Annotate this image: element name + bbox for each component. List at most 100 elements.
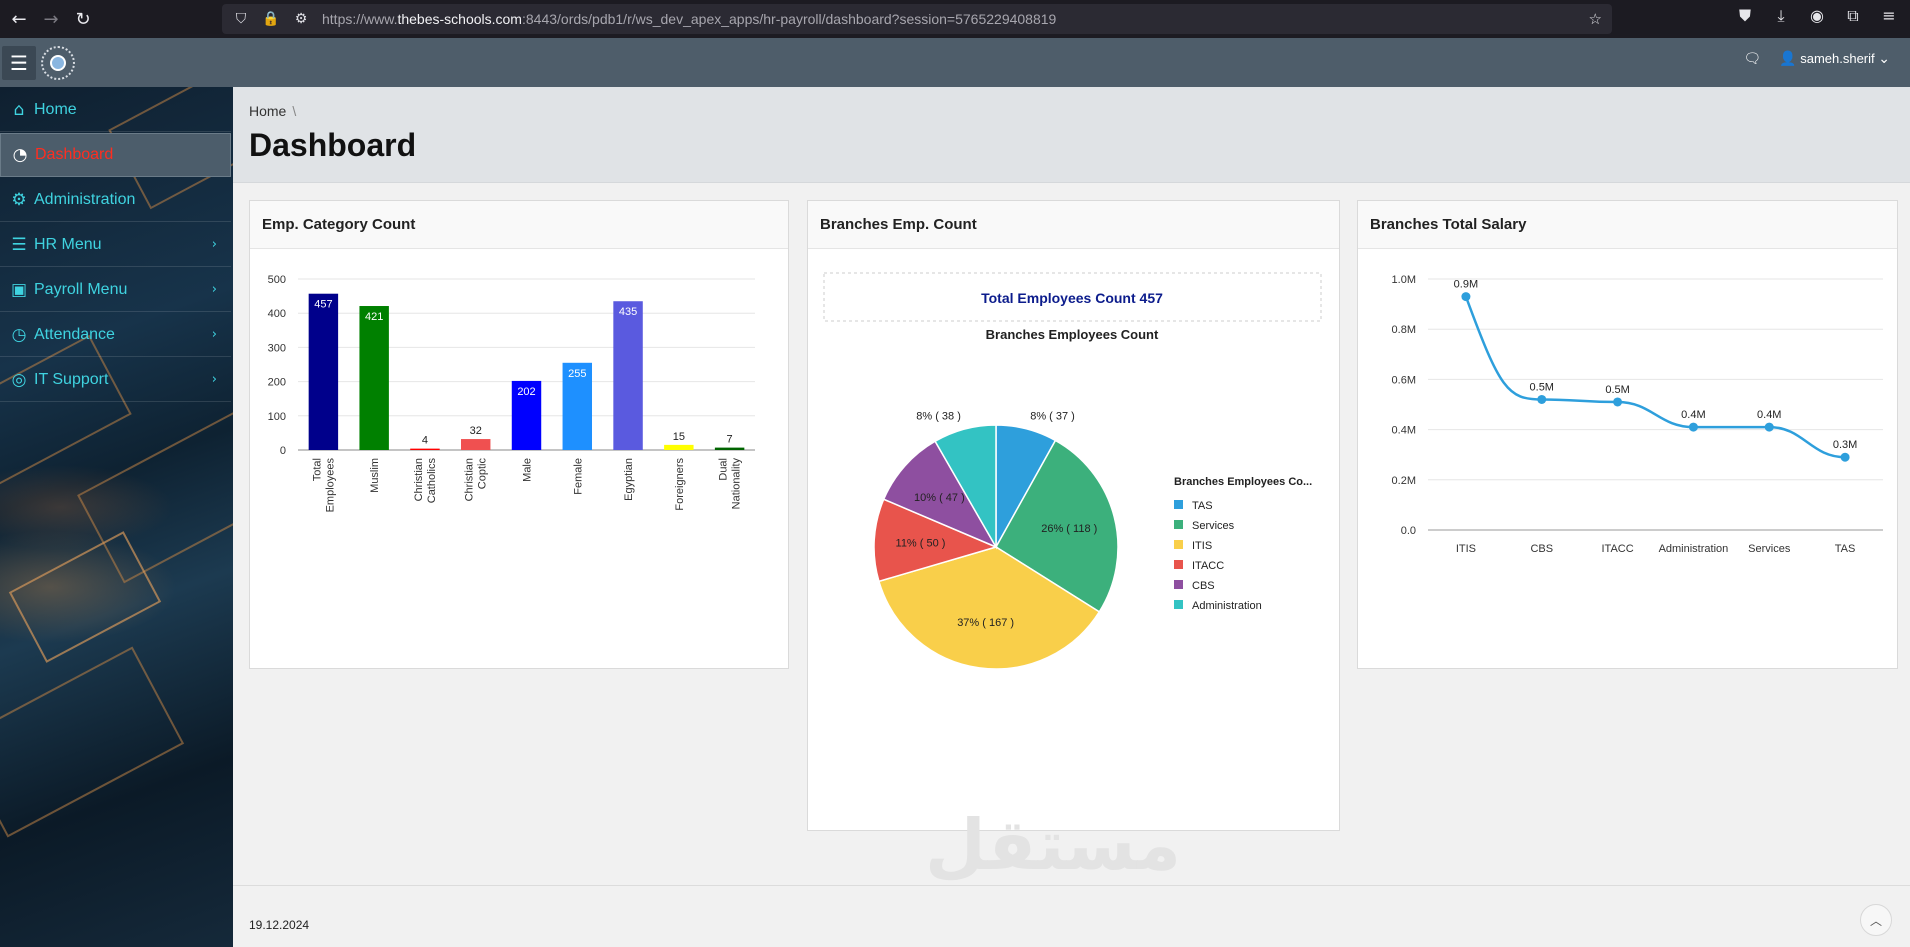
y-tick-label: 0.0 [1401,525,1416,537]
data-label: 457 [314,299,332,311]
back-icon[interactable]: ← [11,8,27,30]
sidebar-item-hr-menu[interactable]: ☰ HR Menu › [0,223,231,267]
pocket-icon[interactable]: ⛊ [1738,6,1751,25]
bar [714,447,745,450]
pie-data-label: 11% ( 50 ) [896,538,946,550]
x-tick-label: ITIS [1456,543,1476,555]
user-menu[interactable]: 👤 sameh.sherif ⌄ [1779,51,1890,67]
legend-swatch [1174,540,1183,549]
y-tick-label: 0 [280,445,286,457]
sidebar-item-payroll-menu[interactable]: ▣ Payroll Menu › [0,268,231,312]
scroll-to-top-button[interactable]: ︿ [1860,904,1892,936]
data-label: 0.9M [1454,279,1478,291]
sidebar-item-administration[interactable]: ⚙ Administration [0,178,231,222]
data-label: 255 [568,368,586,380]
pie-slice [994,439,1119,613]
bar [664,444,694,450]
pie-data-label: 8% ( 37 ) [1030,410,1075,422]
bar [613,301,643,450]
data-label: 435 [619,306,637,318]
footer: 19.12.2024 ︿ [233,885,1910,947]
line-point [1764,422,1774,432]
line-point [1613,397,1623,407]
chevron-right-icon: › [211,237,217,252]
y-tick-label: 0.2M [1392,475,1416,487]
y-tick-label: 400 [268,308,286,320]
download-icon[interactable]: ⤓ [1777,6,1785,25]
x-tick-label: Administration [1659,543,1729,555]
legend-label: TAS [1192,500,1213,512]
salary-card: Branches Total Salary 0.0 0.2M 0.4M 0.6M 0.8… [1357,200,1898,669]
legend-label: ITACC [1192,560,1224,572]
bar [511,380,542,450]
total-banner-box [823,272,1322,322]
reload-icon[interactable]: ↻ [75,8,91,30]
bar [460,439,491,450]
shield-icon: ⛉ [235,11,247,27]
y-tick-label: 1.0M [1392,274,1416,286]
pie-data-label: 10% ( 47 ) [914,492,965,504]
line-point [1537,394,1547,404]
user-icon: 👤 [1779,51,1797,67]
x-tick-label: Muslim [369,458,381,493]
sidebar-item-attendance[interactable]: ◷ Attendance › [0,313,231,357]
chevron-right-icon: › [211,372,217,387]
chevron-down-icon: ⌄ [1878,51,1890,67]
sidebar-item-home[interactable]: ⌂ Home [0,88,231,132]
card-title: Emp. Category Count [250,201,788,249]
pie-slice [882,440,998,549]
y-tick-label: 0.4M [1392,425,1416,437]
url-text[interactable]: https://www.thebes-schools.com:8443/ords… [322,11,1057,27]
legend-title: Branches Employees Co... [1174,476,1312,488]
address-bar[interactable]: ⛉ 🔒 ⚙ https://www.thebes-schools.com:844… [222,4,1612,34]
chevron-right-icon: › [211,327,217,342]
bookmark-star-icon[interactable]: ☆ [1588,10,1602,28]
sidebar-item-dashboard[interactable]: ◔ Dashboard [0,133,231,177]
forward-icon[interactable]: → [43,8,59,30]
app-logo[interactable] [41,45,75,80]
legend-label: Administration [1192,600,1262,612]
breadcrumb: Home \ [249,103,297,119]
legend-swatch [1174,500,1183,509]
card-title: Branches Total Salary [1358,201,1897,249]
gauge-icon: ◔ [12,145,28,165]
legend-swatch [1174,600,1183,609]
sidebar: ⌂ Home ◔ Dashboard ⚙ Administration ☰ HR… [0,87,233,947]
extensions-icon[interactable]: ⧉ [1847,6,1859,25]
bar [562,362,593,450]
y-tick-label: 500 [268,274,286,286]
chat-icon[interactable]: 🗨 [1743,51,1762,67]
breadcrumb-home[interactable]: Home [249,103,287,119]
x-tick-label: TotalEmployees [311,458,336,513]
sidebar-item-it-support[interactable]: ◎ IT Support › [0,358,231,402]
y-tick-label: 200 [268,377,286,389]
pie-slice [934,424,997,550]
menu-toggle-icon[interactable]: ☰ [2,45,36,80]
data-label: 4 [422,435,428,447]
pie-slice [873,498,999,583]
user-gear-icon: ⚙ [11,189,27,210]
list-icon: ☰ [11,234,27,255]
data-label: 32 [470,425,482,437]
y-tick-label: 300 [268,342,286,354]
data-label: 202 [517,386,535,398]
data-label: 7 [727,434,733,446]
line-point [1688,422,1698,432]
branches-pie-chart: Total Employees Count 457 Branches Employ… [823,272,1322,670]
app-header: ☰ 🗨 👤 sameh.sherif ⌄ [0,38,1910,87]
category-count-card: Emp. Category Count 0 100 200 300 400 500 457 T… [249,200,789,669]
x-tick-label: TAS [1835,543,1856,555]
main-content: Home \ Dashboard Emp. Category Count 0 100… [233,87,1910,947]
pie-slice [877,546,1101,670]
line-point [1840,452,1850,462]
y-tick-label: 0.6M [1392,374,1416,386]
x-tick-label: Foreigners [674,458,686,511]
pie-data-label: 26% ( 118 ) [1041,523,1097,535]
footer-date: 19.12.2024 [249,918,310,932]
page-title: Dashboard [249,127,417,163]
chevron-right-icon: › [211,282,217,297]
bar [308,293,339,450]
account-icon[interactable]: ◉ [1810,6,1824,25]
data-label: 421 [365,311,383,323]
menu-icon[interactable]: ≡ [1882,6,1896,25]
